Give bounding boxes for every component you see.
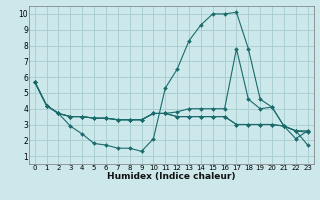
X-axis label: Humidex (Indice chaleur): Humidex (Indice chaleur) <box>107 172 236 181</box>
